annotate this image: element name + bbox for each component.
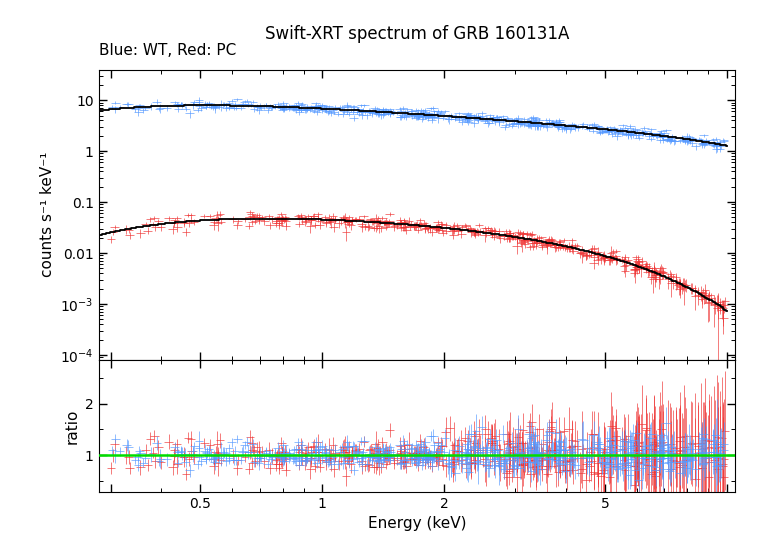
X-axis label: Energy (keV): Energy (keV) <box>368 517 466 532</box>
Y-axis label: counts s⁻¹ keV⁻¹: counts s⁻¹ keV⁻¹ <box>39 152 55 277</box>
Text: Blue: WT, Red: PC: Blue: WT, Red: PC <box>99 43 236 58</box>
Y-axis label: ratio: ratio <box>64 408 80 444</box>
Title: Swift-XRT spectrum of GRB 160131A: Swift-XRT spectrum of GRB 160131A <box>265 25 569 43</box>
